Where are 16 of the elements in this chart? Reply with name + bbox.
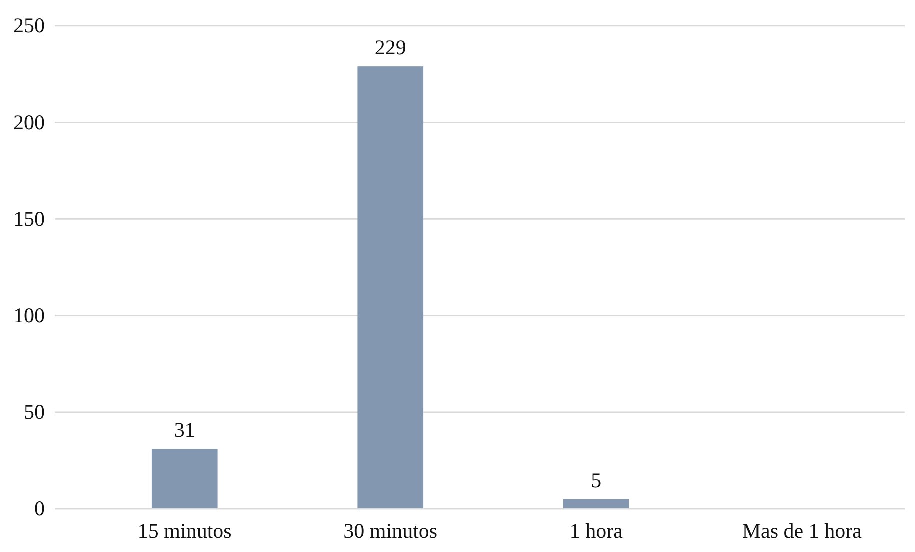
y-tick-label: 150 [14, 206, 45, 231]
x-tick-label: 30 minutos [344, 518, 438, 543]
x-tick-label: 1 hora [570, 518, 624, 543]
x-tick-label: 15 minutos [138, 518, 232, 543]
x-tick-label: Mas de 1 hora [742, 518, 863, 543]
y-tick-label: 200 [14, 110, 45, 134]
y-tick-label: 100 [14, 304, 45, 328]
bar [152, 449, 218, 509]
data-label: 5 [591, 468, 602, 492]
data-label: 31 [174, 418, 196, 442]
data-label: 229 [374, 36, 406, 60]
y-tick-label: 250 [14, 14, 45, 38]
y-tick-label: 50 [24, 400, 45, 424]
bar [358, 66, 424, 509]
y-tick-label: 0 [34, 496, 45, 521]
bar [563, 499, 630, 509]
